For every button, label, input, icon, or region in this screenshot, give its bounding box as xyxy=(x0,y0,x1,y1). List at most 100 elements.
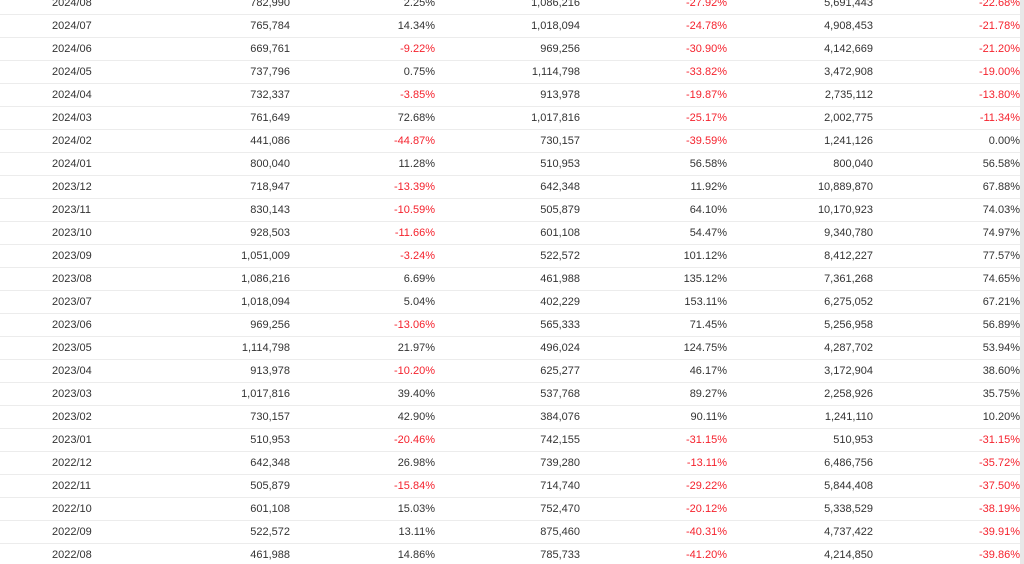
change-2-cell: 46.17% xyxy=(580,359,727,383)
value-3-cell: 6,275,052 xyxy=(727,290,873,314)
change-1-cell: -13.06% xyxy=(290,313,435,337)
value-2-cell: 1,086,216 xyxy=(435,0,580,15)
period-cell: 2023/08 xyxy=(0,267,145,291)
period-cell: 2023/11 xyxy=(0,198,145,222)
value-2-cell: 1,114,798 xyxy=(435,60,580,84)
value-3-cell: 2,258,926 xyxy=(727,382,873,406)
value-1-cell: 782,990 xyxy=(145,0,290,15)
table-row: 2023/02 730,157 42.90% 384,076 90.11% 1,241,1… xyxy=(0,405,1020,429)
table-row: 2023/05 1,114,798 21.97% 496,024 124.75% 4,28… xyxy=(0,336,1020,360)
table-row: 2024/01 800,040 11.28% 510,953 56.58% 800,040… xyxy=(0,152,1020,176)
value-1-cell: 461,988 xyxy=(145,543,290,564)
value-3-cell: 5,256,958 xyxy=(727,313,873,337)
vertical-scrollbar[interactable] xyxy=(1020,0,1024,564)
period-cell: 2022/10 xyxy=(0,497,145,521)
value-3-cell: 6,486,756 xyxy=(727,451,873,475)
value-2-cell: 1,017,816 xyxy=(435,106,580,130)
change-3-cell: -39.86% xyxy=(873,543,1020,564)
period-cell: 2023/10 xyxy=(0,221,145,245)
value-2-cell: 785,733 xyxy=(435,543,580,564)
change-2-cell: 54.47% xyxy=(580,221,727,245)
value-3-cell: 4,142,669 xyxy=(727,37,873,61)
value-1-cell: 913,978 xyxy=(145,359,290,383)
period-cell: 2023/04 xyxy=(0,359,145,383)
table-row: 2024/03 761,649 72.68% 1,017,816 -25.17% 2,00… xyxy=(0,106,1020,130)
change-1-cell: -10.59% xyxy=(290,198,435,222)
value-1-cell: 669,761 xyxy=(145,37,290,61)
value-2-cell: 730,157 xyxy=(435,129,580,153)
value-1-cell: 1,017,816 xyxy=(145,382,290,406)
change-2-cell: 64.10% xyxy=(580,198,727,222)
change-2-cell: 153.11% xyxy=(580,290,727,314)
change-3-cell: 53.94% xyxy=(873,336,1020,360)
value-1-cell: 522,572 xyxy=(145,520,290,544)
change-3-cell: -22.68% xyxy=(873,0,1020,15)
period-cell: 2024/05 xyxy=(0,60,145,84)
table-row: 2022/09 522,572 13.11% 875,460 -40.31% 4,737,… xyxy=(0,520,1020,544)
value-1-cell: 441,086 xyxy=(145,129,290,153)
value-3-cell: 5,338,529 xyxy=(727,497,873,521)
table-row: 2023/04 913,978 -10.20% 625,277 46.17% 3,172,… xyxy=(0,359,1020,383)
change-2-cell: -19.87% xyxy=(580,83,727,107)
change-1-cell: 21.97% xyxy=(290,336,435,360)
change-1-cell: -15.84% xyxy=(290,474,435,498)
value-2-cell: 537,768 xyxy=(435,382,580,406)
value-2-cell: 913,978 xyxy=(435,83,580,107)
period-cell: 2022/11 xyxy=(0,474,145,498)
change-2-cell: 90.11% xyxy=(580,405,727,429)
value-2-cell: 601,108 xyxy=(435,221,580,245)
table-row: 2024/07 765,784 14.34% 1,018,094 -24.78% 4,90… xyxy=(0,14,1020,38)
value-3-cell: 1,241,110 xyxy=(727,405,873,429)
change-2-cell: -24.78% xyxy=(580,14,727,38)
value-2-cell: 714,740 xyxy=(435,474,580,498)
change-3-cell: 10.20% xyxy=(873,405,1020,429)
value-3-cell: 2,735,112 xyxy=(727,83,873,107)
value-2-cell: 752,470 xyxy=(435,497,580,521)
value-2-cell: 461,988 xyxy=(435,267,580,291)
change-1-cell: -3.85% xyxy=(290,83,435,107)
table-row: 2022/11 505,879 -15.84% 714,740 -29.22% 5,844… xyxy=(0,474,1020,498)
value-3-cell: 4,737,422 xyxy=(727,520,873,544)
value-1-cell: 730,157 xyxy=(145,405,290,429)
table-row: 2024/08 782,990 2.25% 1,086,216 -27.92% 5,691… xyxy=(0,0,1020,15)
table-row: 2023/01 510,953 -20.46% 742,155 -31.15% 510,9… xyxy=(0,428,1020,452)
value-1-cell: 732,337 xyxy=(145,83,290,107)
period-cell: 2023/03 xyxy=(0,382,145,406)
change-2-cell: -41.20% xyxy=(580,543,727,564)
table-row: 2022/08 461,988 14.86% 785,733 -41.20% 4,214,… xyxy=(0,543,1020,564)
value-2-cell: 565,333 xyxy=(435,313,580,337)
table-row: 2023/10 928,503 -11.66% 601,108 54.47% 9,340,… xyxy=(0,221,1020,245)
change-3-cell: -35.72% xyxy=(873,451,1020,475)
change-1-cell: -10.20% xyxy=(290,359,435,383)
period-cell: 2023/02 xyxy=(0,405,145,429)
value-3-cell: 7,361,268 xyxy=(727,267,873,291)
value-2-cell: 742,155 xyxy=(435,428,580,452)
value-2-cell: 522,572 xyxy=(435,244,580,268)
change-2-cell: -40.31% xyxy=(580,520,727,544)
period-cell: 2022/12 xyxy=(0,451,145,475)
change-2-cell: -20.12% xyxy=(580,497,727,521)
change-2-cell: 89.27% xyxy=(580,382,727,406)
change-3-cell: 74.97% xyxy=(873,221,1020,245)
value-1-cell: 800,040 xyxy=(145,152,290,176)
value-1-cell: 642,348 xyxy=(145,451,290,475)
value-1-cell: 505,879 xyxy=(145,474,290,498)
period-cell: 2023/01 xyxy=(0,428,145,452)
change-3-cell: -13.80% xyxy=(873,83,1020,107)
value-2-cell: 505,879 xyxy=(435,198,580,222)
value-3-cell: 4,908,453 xyxy=(727,14,873,38)
table-row: 2024/06 669,761 -9.22% 969,256 -30.90% 4,142,… xyxy=(0,37,1020,61)
table-row: 2022/12 642,348 26.98% 739,280 -13.11% 6,486,… xyxy=(0,451,1020,475)
value-3-cell: 2,002,775 xyxy=(727,106,873,130)
value-3-cell: 8,412,227 xyxy=(727,244,873,268)
value-3-cell: 10,889,870 xyxy=(727,175,873,199)
change-1-cell: 6.69% xyxy=(290,267,435,291)
value-3-cell: 5,844,408 xyxy=(727,474,873,498)
change-3-cell: -37.50% xyxy=(873,474,1020,498)
value-2-cell: 402,229 xyxy=(435,290,580,314)
change-1-cell: 26.98% xyxy=(290,451,435,475)
change-2-cell: -30.90% xyxy=(580,37,727,61)
